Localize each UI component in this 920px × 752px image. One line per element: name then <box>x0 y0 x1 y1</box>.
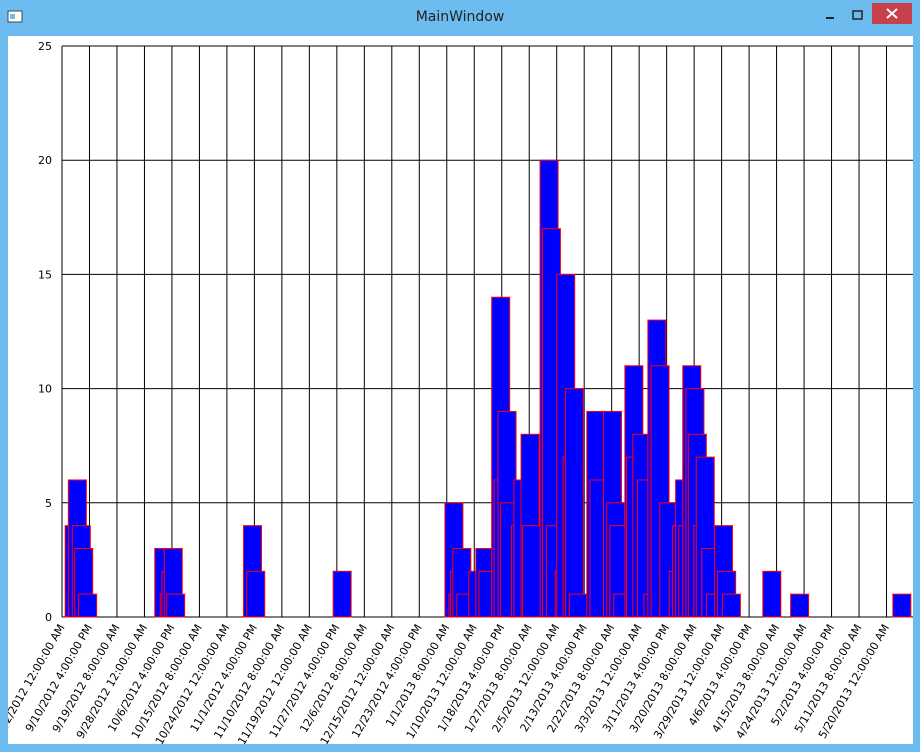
window-title: MainWindow <box>415 9 505 25</box>
y-tick-label: 25 <box>38 40 52 53</box>
close-icon <box>886 8 898 19</box>
bar <box>564 388 584 618</box>
bar <box>166 593 186 618</box>
bar <box>721 593 741 618</box>
bar <box>892 593 912 618</box>
y-tick-label: 10 <box>38 383 52 396</box>
client-area: 0 5 10 15 20 25 9/2/2012 12:00:00 AM 9/10/2012 … <box>8 36 913 744</box>
maximize-button[interactable] <box>852 10 863 20</box>
title-bar-controls <box>7 3 912 24</box>
y-tick-label: 15 <box>38 268 52 281</box>
bar <box>568 593 588 618</box>
bar <box>246 570 266 618</box>
bar <box>522 525 542 618</box>
bar <box>332 570 352 618</box>
bar <box>790 593 810 618</box>
y-tick-label: 20 <box>38 154 52 167</box>
title-bar: MainWindow <box>0 0 920 36</box>
bar <box>762 570 782 618</box>
y-tick-label: 5 <box>45 497 52 510</box>
bar <box>78 593 98 618</box>
y-tick-label: 0 <box>45 611 52 624</box>
app-icon-detail <box>10 14 15 19</box>
